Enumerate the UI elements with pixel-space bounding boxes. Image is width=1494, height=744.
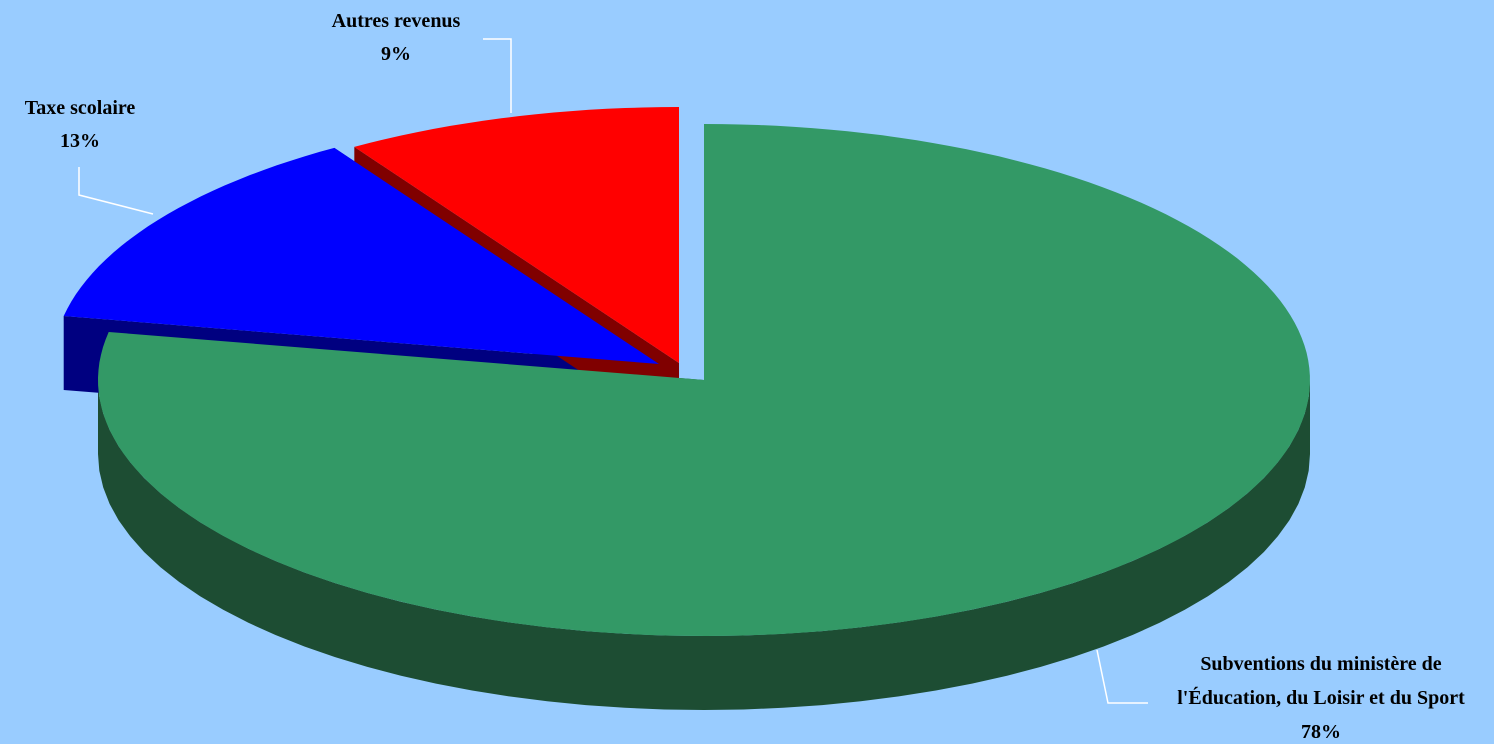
slice-2-value-label: 13% (60, 130, 100, 152)
slice-3-value-label: 9% (381, 43, 411, 65)
pie-slices-layer (63, 107, 1310, 636)
slice-2-leader-line (78, 167, 154, 215)
slice-1-value-label: 78% (1301, 721, 1341, 743)
slice-1-label-line-2: l'Éducation, du Loisir et du Sport (1177, 686, 1465, 709)
slice-1-leader-line (1096, 649, 1148, 704)
slice-2-label-line-1: Taxe scolaire (25, 97, 136, 119)
slice-1-top (98, 124, 1310, 636)
slice-3-leader-line (483, 38, 512, 113)
slice-3-top (354, 107, 679, 363)
slice-1-label-line-1: Subventions du ministère de (1200, 653, 1441, 675)
slice-3-label-line-1: Autres revenus (332, 10, 461, 32)
slice-1-outer-wall (98, 380, 1310, 710)
pie-labels-layer: Subventions du ministère de l'Éducation, … (25, 10, 1465, 743)
slice-2-top (63, 147, 659, 364)
